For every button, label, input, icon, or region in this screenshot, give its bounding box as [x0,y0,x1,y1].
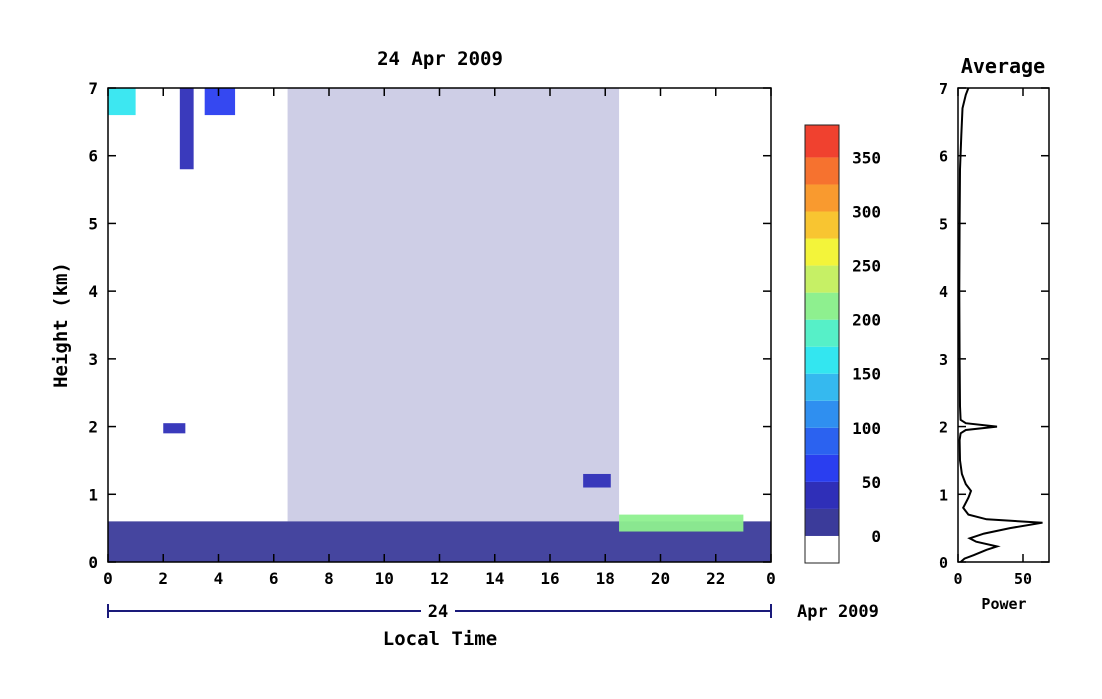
profile-y-tick-label: 7 [939,80,948,98]
heatmap-feature-3 [583,473,611,488]
profile-y-axis: 0 1 2 3 4 5 6 7 [939,80,1049,572]
heatmap-plot-area [108,88,771,562]
colorbar-bins [805,125,839,563]
profile-y-tick-label: 5 [939,215,948,233]
heatmap-x-tick-label: 4 [214,569,224,588]
heatmap-y-tick-label: 6 [88,147,98,166]
colorbar-tick-label: 100 [852,419,881,438]
heatmap-feature-6 [204,88,236,116]
colorbar-bin-11 [805,238,839,266]
heatmap-y-tick-label: 1 [88,485,98,504]
heatmap-x-tick-label: 6 [269,569,279,588]
profile-series-line [958,87,1043,563]
profile-x-tick-label: 50 [1014,570,1032,588]
heatmap-x-tick-label: 16 [540,569,559,588]
colorbar-ticks: 0 50 100 150 200 250 300 350 [852,148,881,546]
profile-y-tick-label: 1 [939,486,948,504]
colorbar-bin-10 [805,265,839,293]
heatmap-feature-4 [108,88,136,116]
heatmap-x-tick-label: 14 [485,569,504,588]
heatmap-x-axis: 0 2 4 6 8 10 12 14 16 18 20 22 0 [103,88,776,588]
heatmap-x-tick-label: 8 [324,569,334,588]
profile-y-tick-label: 3 [939,351,948,369]
heatmap-x-tick-label: 22 [706,569,725,588]
heatmap-y-axis: 0 1 2 3 4 5 6 7 [88,79,771,572]
heatmap-y-tick-label: 3 [88,350,98,369]
heatmap-y-tick-label: 5 [88,214,98,233]
date-axis-day-label: 24 [428,602,448,622]
colorbar-frame [804,124,840,564]
profile-title: Average [961,54,1045,78]
profile-y-tick-label: 0 [939,554,948,572]
date-axis-label-bg [421,601,455,621]
profile-frame [957,87,1050,563]
colorbar-bin-12 [805,211,839,239]
colorbar-tick-label: 350 [852,148,881,167]
heatmap-y-tick-label: 2 [88,418,98,437]
profile-x-axis: 0 50 [953,88,1032,588]
colorbar-tick-label: 0 [871,527,881,546]
colorbar-bin-7 [805,346,839,374]
colorbar-tick-label: 150 [852,365,881,384]
colorbar-bin-13 [805,184,839,212]
colorbar-bin-14 [805,157,839,185]
heatmap-y-tick-label: 7 [88,79,98,98]
heatmap-x-tick-label: 20 [651,569,670,588]
colorbar-bin-4 [805,427,839,455]
heatmap-feature-7 [619,514,744,532]
colorbar-bin-5 [805,400,839,428]
heatmap-feature-1 [287,88,620,522]
date-axis: 24 Apr 2009 [107,601,879,622]
heatmap-x-tick-label: 12 [430,569,449,588]
colorbar-tick-label: 200 [852,311,881,330]
heatmap-feature-2 [163,423,186,434]
colorbar-tick-label: 50 [862,473,881,492]
date-axis-month-label: Apr 2009 [797,602,879,622]
heatmap-title: 24 Apr 2009 [377,48,503,70]
colorbar: 0 50 100 150 200 250 300 350 [804,124,881,564]
colorbar-bin-6 [805,373,839,401]
heatmap-chart: 24 Apr 2009 0 2 4 6 8 10 12 14 16 18 20 22 0 0123456… [50,48,879,650]
profile-y-tick-label: 2 [939,419,948,437]
colorbar-bin-2 [805,481,839,509]
profile-y-tick-label: 4 [939,283,948,301]
heatmap-x-axis-label: Local Time [383,628,497,650]
colorbar-bin-3 [805,454,839,482]
profile-y-tick-label: 6 [939,148,948,166]
heatmap-feature-5 [179,88,194,170]
heatmap-x-tick-label: 0 [103,569,113,588]
heatmap-y-tick-label: 0 [88,553,98,572]
colorbar-bin-15 [805,125,839,158]
profile-x-tick-label: 0 [953,570,962,588]
colorbar-bin-0 [805,535,839,563]
heatmap-y-tick-label: 4 [88,282,98,301]
heatmap-x-tick-label: 10 [375,569,394,588]
heatmap-y-axis-label: Height (km) [50,262,72,388]
colorbar-tick-label: 250 [852,257,881,276]
average-profile-chart: Average 0 1 2 3 4 5 6 7 0 50 Power [939,54,1050,613]
profile-x-axis-label: Power [981,595,1026,613]
colorbar-bin-9 [805,292,839,320]
heatmap-x-tick-label: 2 [158,569,168,588]
heatmap-x-tick-label: 0 [766,569,776,588]
colorbar-tick-label: 300 [852,203,881,222]
colorbar-bin-8 [805,319,839,347]
heatmap-x-tick-label: 18 [596,569,615,588]
colorbar-bin-1 [805,508,839,536]
